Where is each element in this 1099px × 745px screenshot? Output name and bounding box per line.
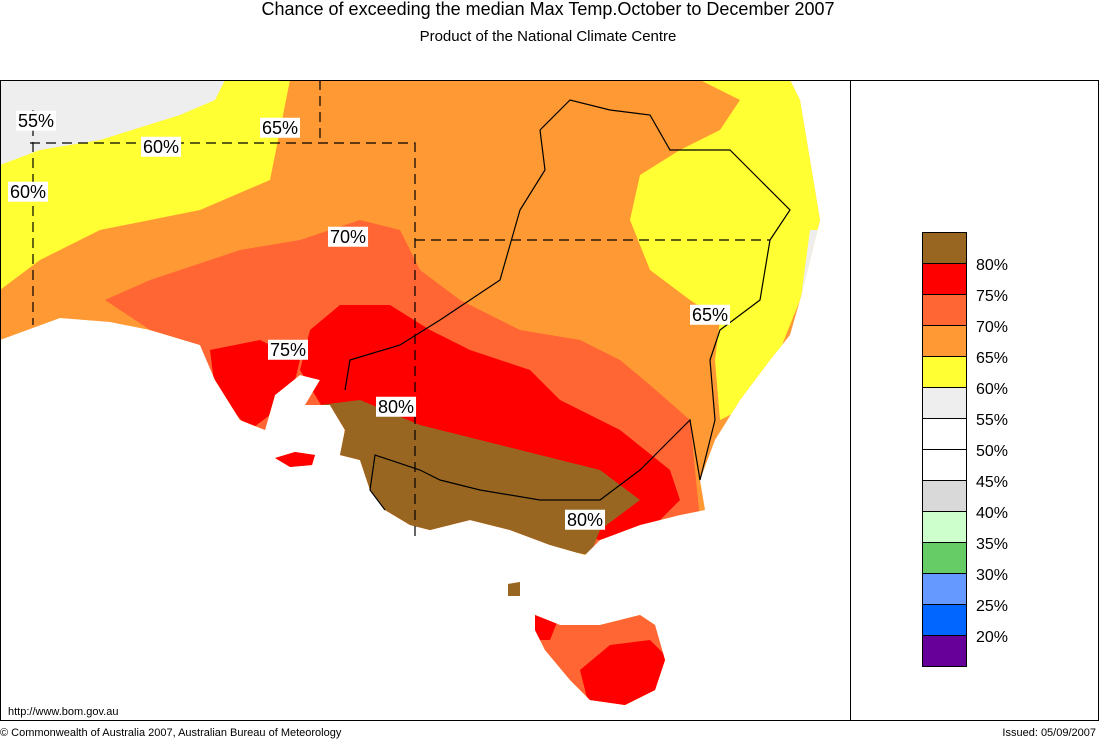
contour-label: 55%: [18, 111, 54, 131]
contour-label: 60%: [143, 137, 179, 157]
contour-label: 70%: [330, 227, 366, 247]
contour-label: 65%: [692, 305, 728, 325]
legend-swatch: [922, 356, 967, 388]
label-background: [565, 509, 606, 530]
label-background: [268, 339, 309, 360]
label-background: [260, 117, 301, 138]
legend-swatch: [922, 294, 967, 326]
subtitle: Product of the National Climate Centre: [420, 28, 677, 45]
footer-copyright: © Commonwealth of Australia 2007, Austra…: [0, 727, 342, 739]
contour-label: 65%: [262, 118, 298, 138]
legend-label: 70%: [976, 319, 1008, 336]
label-background: [376, 396, 417, 417]
footer-issued: Issued: 05/09/2007: [1002, 727, 1096, 739]
legend-label: 75%: [976, 288, 1008, 305]
legend-label: 35%: [976, 536, 1008, 553]
legend-label: 80%: [976, 257, 1008, 274]
contour-label: 80%: [567, 510, 603, 530]
legend: 80% 75% 70% 65% 60% 55% 50% 45% 40% 35% 30% 25% 20%: [922, 232, 1008, 667]
legend-swatch: [922, 387, 967, 419]
legend-swatch: [922, 263, 967, 295]
title: Chance of exceeding the median Max Temp.…: [262, 0, 835, 19]
legend-label: 60%: [976, 381, 1008, 398]
legend-swatch: [922, 542, 967, 574]
legend-swatch: [922, 573, 967, 605]
legend-swatch: [922, 449, 967, 481]
legend-label: 45%: [976, 474, 1008, 491]
legend-label: 65%: [976, 350, 1008, 367]
legend-label: 55%: [976, 412, 1008, 429]
footer-url: http://www.bom.gov.au: [8, 706, 118, 718]
label-background: [690, 304, 731, 325]
contour-label: 60%: [10, 182, 46, 202]
legend-label: 25%: [976, 598, 1008, 615]
label-background: [328, 226, 369, 247]
contour-labels: 55% 60% 65% 60% 70% 75% 80% 65% 80%: [8, 110, 731, 530]
contour-label: 80%: [378, 397, 414, 417]
label-background: [8, 181, 49, 202]
label-background: [141, 136, 182, 157]
legend-label: 40%: [976, 505, 1008, 522]
legend-swatch: [922, 511, 967, 543]
label-background: [16, 110, 57, 131]
legend-swatch: [922, 635, 967, 667]
legend-swatch: [922, 604, 967, 636]
legend-swatch: [922, 232, 967, 264]
legend-swatch: [922, 325, 967, 357]
contour-label: 75%: [270, 340, 306, 360]
legend-label: 50%: [976, 443, 1008, 460]
legend-swatch: [922, 480, 967, 512]
map-zones: [0, 80, 820, 705]
legend-swatch: [922, 418, 967, 450]
legend-label: 30%: [976, 567, 1008, 584]
legend-label: 20%: [976, 629, 1008, 646]
